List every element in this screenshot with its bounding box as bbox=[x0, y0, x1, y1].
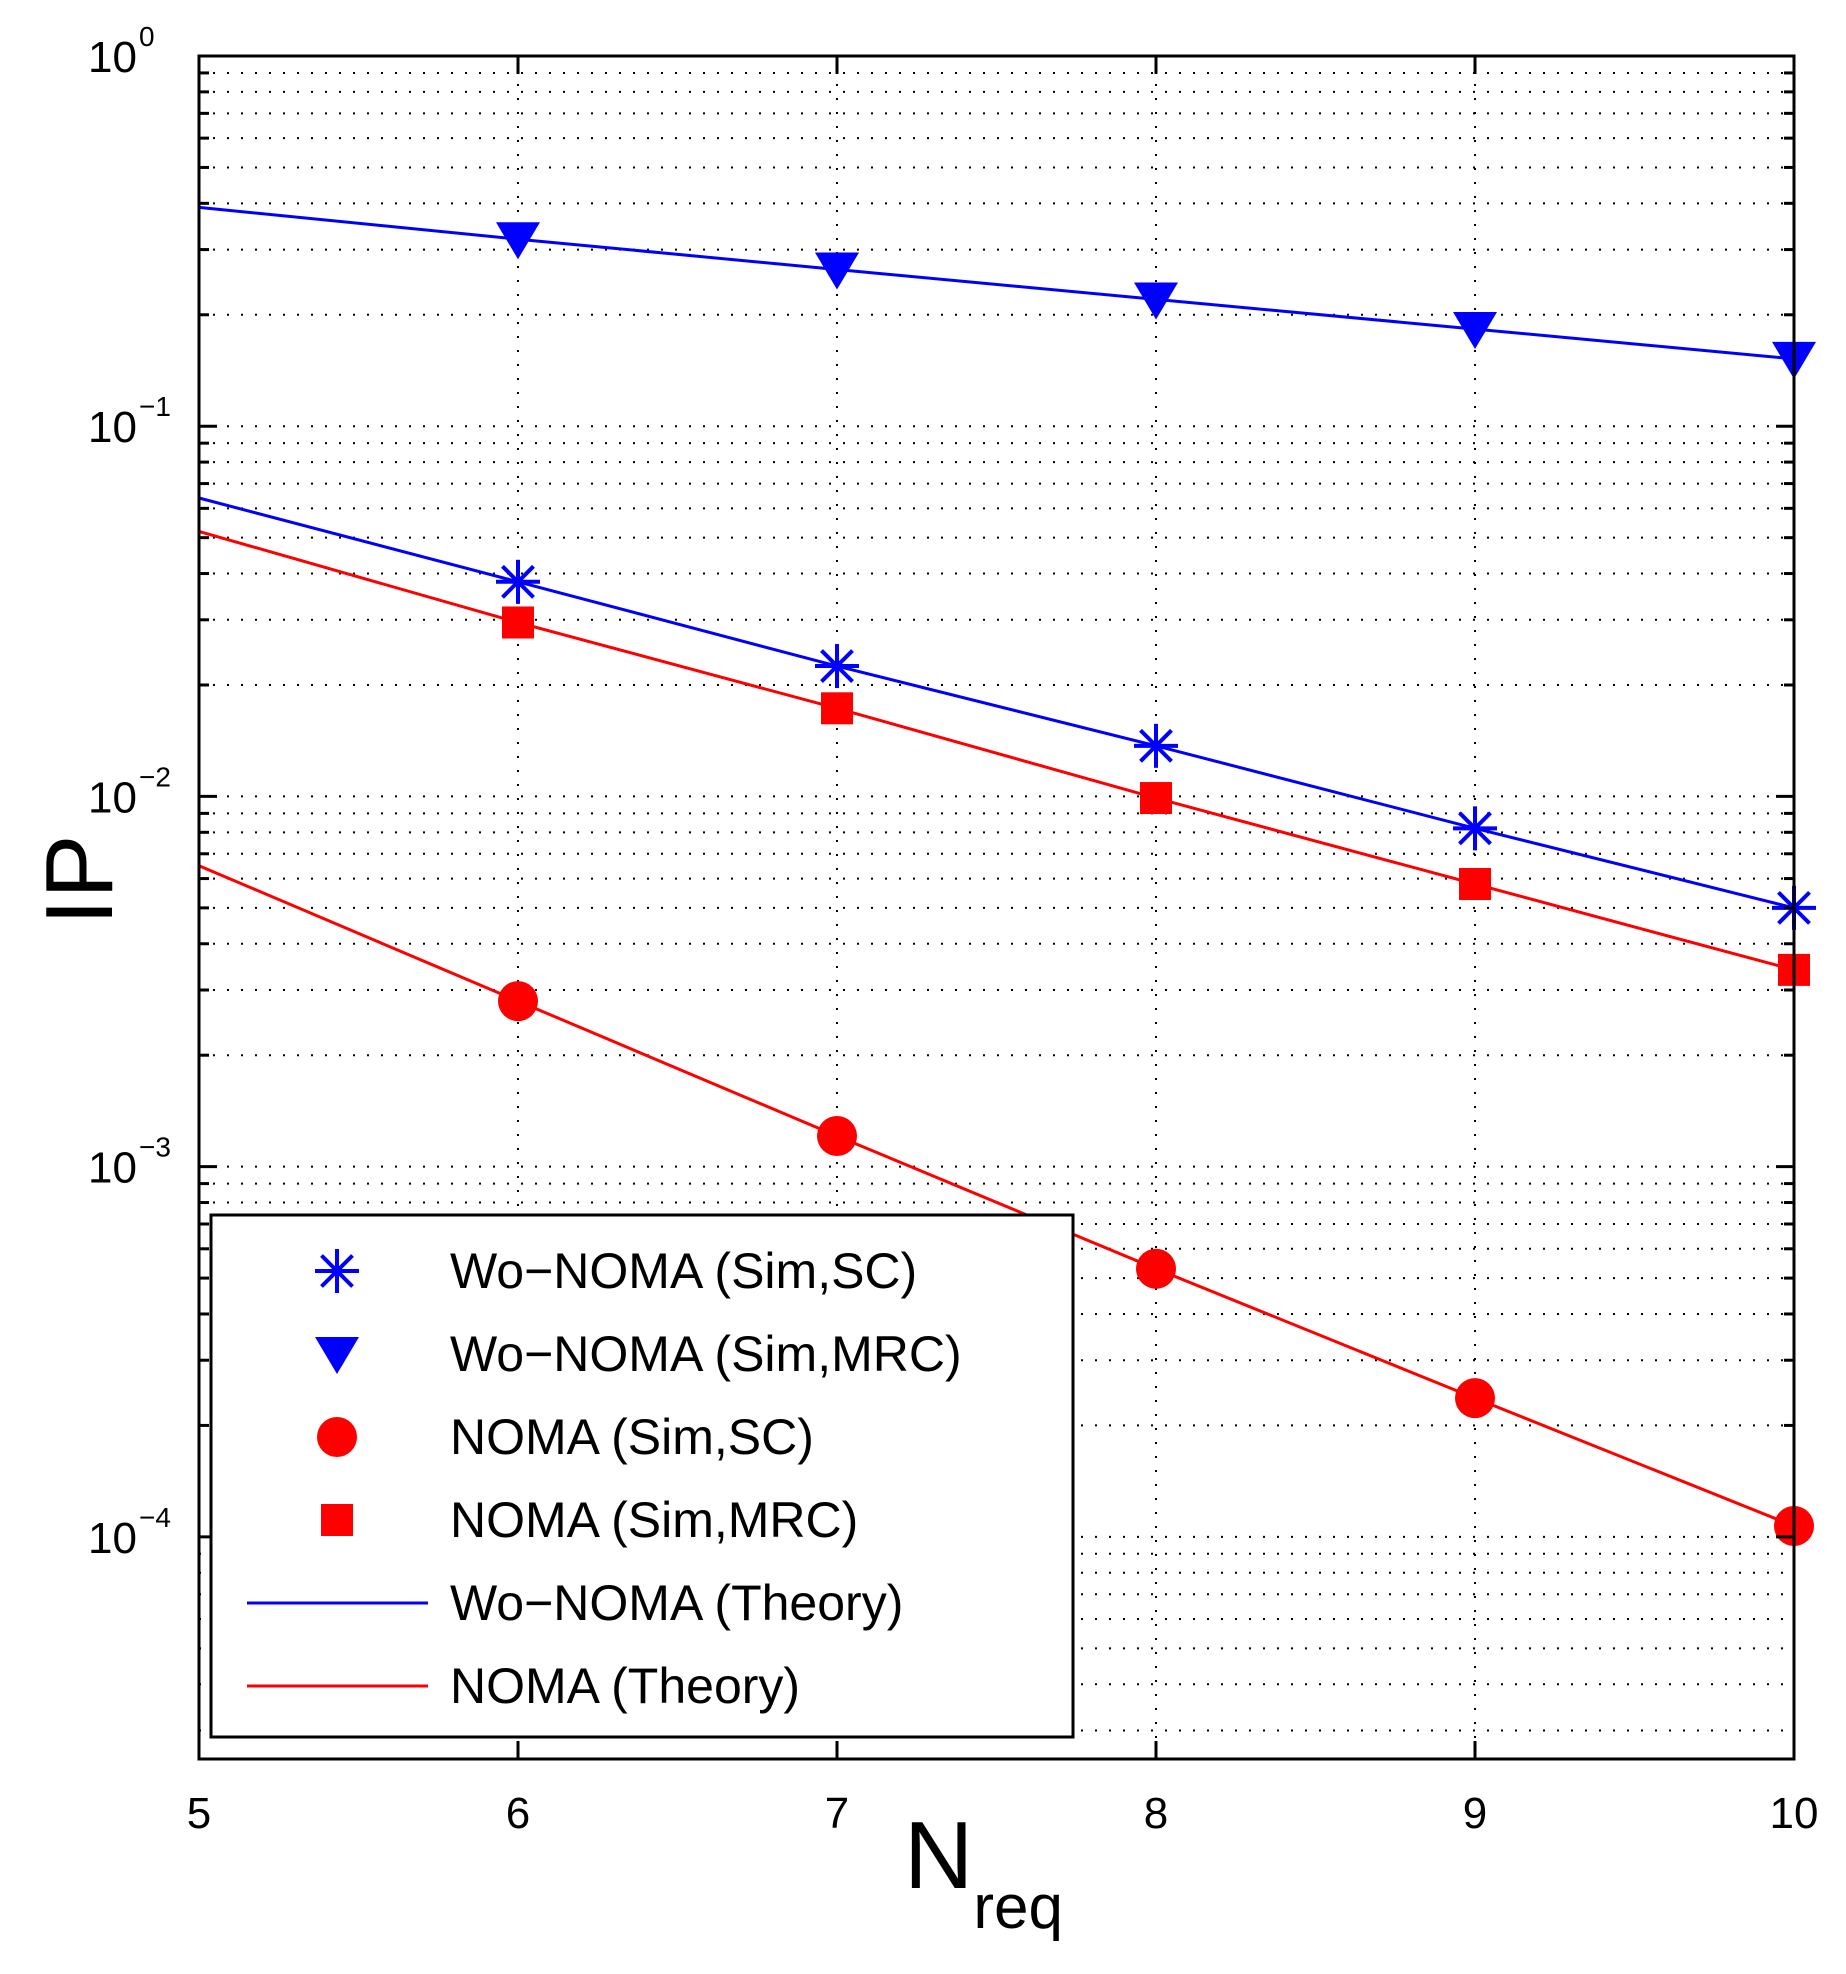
y-tick-label-base: 10 bbox=[88, 403, 137, 452]
y-tick-label-exponent: −3 bbox=[139, 1132, 171, 1163]
y-tick-label-base: 10 bbox=[88, 33, 137, 82]
y-tick-label-base: 10 bbox=[88, 773, 137, 822]
y-tick-label-exponent: −2 bbox=[139, 761, 171, 792]
data-point-noma-sim-mrc bbox=[502, 606, 534, 639]
legend-box bbox=[209, 1213, 1075, 1739]
x-tick-label: 8 bbox=[1144, 1789, 1168, 1838]
x-tick-label: 10 bbox=[1770, 1789, 1819, 1838]
data-point-wo-noma-sim-mrc bbox=[1453, 312, 1497, 350]
data-point-wo-noma-sim-mrc bbox=[1134, 282, 1178, 320]
x-tick-label: 9 bbox=[1463, 1789, 1487, 1838]
y-axis-label: IP bbox=[26, 835, 133, 926]
data-point-wo-noma-sim-mrc bbox=[815, 252, 859, 290]
y-tick-label-base: 10 bbox=[88, 1514, 137, 1563]
legend-label-wo-noma-sim-sc: Wo−NOMA (Sim,SC) bbox=[450, 1243, 917, 1299]
data-point-wo-noma-sim-sc bbox=[815, 644, 859, 689]
data-point-noma-sim-sc bbox=[1455, 1378, 1495, 1419]
legend-label-wo-noma-sim-mrc: Wo−NOMA (Sim,MRC) bbox=[450, 1326, 962, 1382]
x-axis-label-main: N bbox=[904, 1802, 973, 1909]
legend-label-noma-sim-sc: NOMA (Sim,SC) bbox=[450, 1409, 814, 1465]
y-tick-label: 10 −4 bbox=[88, 1502, 171, 1563]
x-tick-label: 6 bbox=[506, 1789, 530, 1838]
x-axis-label: Nreq bbox=[904, 1802, 1063, 1942]
legend-symbol-noma-sim-mrc bbox=[321, 1504, 353, 1536]
series-line-wo-noma-theory-2 bbox=[198, 205, 1795, 361]
legend-label-wo-noma-theory: Wo−NOMA (Theory) bbox=[450, 1575, 903, 1631]
data-point-noma-sim-sc bbox=[817, 1116, 857, 1157]
y-tick-label: 10 −3 bbox=[88, 1132, 171, 1193]
y-tick-label: 10 0 bbox=[88, 21, 155, 82]
data-point-wo-noma-sim-sc bbox=[1134, 723, 1178, 768]
legend-label-noma-theory: NOMA (Theory) bbox=[450, 1658, 800, 1714]
data-point-noma-sim-mrc bbox=[821, 692, 853, 725]
legend-symbol-wo-noma-sim-sc bbox=[315, 1249, 359, 1293]
legend-symbols bbox=[247, 1249, 428, 1688]
legend-label-noma-sim-mrc: NOMA (Sim,MRC) bbox=[450, 1492, 858, 1548]
legend-symbol-noma-sim-sc bbox=[317, 1417, 357, 1457]
data-point-noma-sim-mrc bbox=[1459, 868, 1491, 901]
data-point-noma-sim-sc bbox=[1136, 1248, 1176, 1289]
x-tick-label: 5 bbox=[187, 1789, 211, 1838]
series-line-wo-noma-theory-1 bbox=[198, 496, 1795, 910]
x-axis-label-subscript: req bbox=[973, 1873, 1063, 1942]
data-point-noma-sim-mrc bbox=[1140, 782, 1172, 815]
data-point-noma-sim-sc bbox=[498, 981, 538, 1022]
series-lines bbox=[198, 205, 1795, 1528]
data-point-wo-noma-sim-sc bbox=[496, 559, 540, 604]
y-tick-label-base: 10 bbox=[88, 1144, 137, 1193]
series-line-noma-theory-2 bbox=[198, 529, 1795, 972]
y-tick-label: 10 −1 bbox=[88, 391, 171, 452]
y-tick-label: 10 −2 bbox=[88, 761, 171, 822]
legend: Wo−NOMA (Sim,SC) Wo−NOMA (Sim,MRC) NOMA … bbox=[209, 1213, 1075, 1739]
y-tick-label-exponent: 0 bbox=[139, 21, 155, 52]
legend-symbol-wo-noma-sim-mrc bbox=[315, 1337, 359, 1374]
data-point-wo-noma-sim-sc bbox=[1453, 806, 1497, 851]
data-point-wo-noma-sim-mrc bbox=[496, 222, 540, 260]
series-line-noma-theory-1 bbox=[198, 864, 1795, 1528]
y-tick-label-exponent: −4 bbox=[139, 1502, 171, 1533]
y-tick-label-exponent: −1 bbox=[139, 391, 171, 422]
x-tick-label: 7 bbox=[825, 1789, 849, 1838]
